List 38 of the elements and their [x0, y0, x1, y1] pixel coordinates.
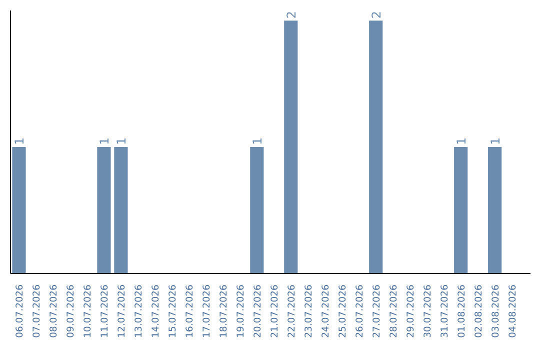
x-tick-label: 26.07.2026	[354, 284, 366, 338]
x-tick-label: 04.08.2026	[507, 284, 518, 338]
x-tick-label: 16.07.2026	[184, 284, 196, 338]
x-tick-label: 08.07.2026	[48, 284, 60, 338]
x-tick-label: 09.07.2026	[65, 284, 76, 338]
data-label: 1	[97, 137, 112, 146]
data-label: 2	[284, 10, 298, 19]
data-label: 1	[250, 137, 264, 146]
x-tick-label: 10.07.2026	[82, 284, 94, 338]
x-tick-label: 21.07.2026	[269, 284, 280, 338]
x-tick-label: 19.07.2026	[235, 284, 246, 338]
x-tick-label: 29.07.2026	[405, 284, 416, 338]
data-label: 1	[114, 137, 128, 146]
x-tick-label: 12.07.2026	[116, 284, 128, 338]
x-tick-label: 03.08.2026	[490, 284, 502, 338]
x-tick-label: 14.07.2026	[150, 284, 162, 338]
data-label: 1	[488, 137, 502, 146]
x-tick-label: 15.07.2026	[167, 284, 178, 338]
x-tick-label: 22.07.2026	[286, 284, 298, 338]
x-tick-label: 24.07.2026	[320, 284, 332, 338]
x-tick-label: 13.07.2026	[133, 284, 144, 338]
x-tick-label: 17.07.2026	[201, 284, 212, 338]
x-tick-label: 25.07.2026	[337, 284, 348, 338]
x-tick-label: 23.07.2026	[303, 284, 314, 338]
x-tick-label: 28.07.2026	[388, 284, 400, 338]
x-tick-label: 11.07.2026	[99, 284, 110, 338]
x-tick-label: 27.07.2026	[371, 284, 382, 338]
data-label: 1	[454, 137, 468, 146]
data-label: 1	[12, 137, 26, 146]
x-tick-label: 30.07.2026	[422, 284, 434, 338]
data-label: 2	[369, 10, 384, 19]
x-tick-label: 07.07.2026	[31, 284, 42, 338]
x-tick-label: 18.07.2026	[218, 284, 230, 338]
x-tick-label: 31.07.2026	[439, 284, 450, 338]
x-tick-label: 20.07.2026	[252, 284, 264, 338]
x-tick-label: 06.07.2026	[14, 284, 26, 338]
x-tick-label: 01.08.2026	[456, 284, 468, 338]
x-tick-label: 02.08.2026	[473, 284, 484, 338]
